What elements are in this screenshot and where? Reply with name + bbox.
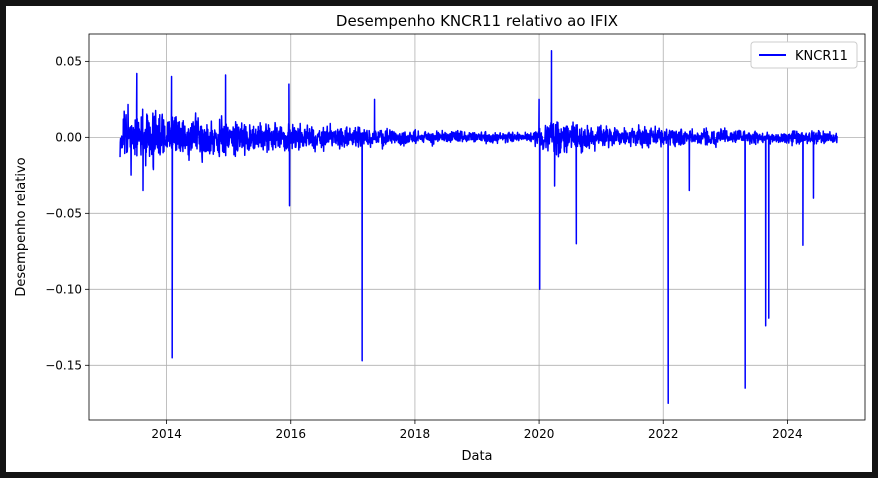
legend-label: KNCR11: [795, 49, 848, 64]
y-tick-label: 0.05: [55, 54, 82, 68]
series-layer: [119, 49, 838, 405]
gridlines: [89, 34, 865, 420]
y-tick-label: −0.05: [45, 206, 82, 220]
x-axis-label: Data: [461, 449, 492, 464]
y-tick-label: −0.15: [45, 358, 82, 372]
y-tick-label: 0.00: [55, 130, 82, 144]
legend-box: [750, 41, 858, 69]
x-tick-label: 2014: [151, 427, 182, 441]
x-tick-label: 2020: [524, 427, 555, 441]
series-line-kncr11: [119, 49, 838, 405]
x-tick-label: 2024: [772, 427, 803, 441]
legend: KNCR11: [750, 41, 858, 69]
y-axis-label: Desempenho relativo: [14, 157, 29, 296]
plot-frame: [88, 33, 866, 421]
chart-svg: 2014 2016 2018 2020 2022 2024 0.05 0.00 −0.05 −0.…: [14, 12, 866, 464]
x-tick-label: 2016: [275, 427, 306, 441]
x-tick-label: 2018: [400, 427, 431, 441]
figure: 2014 2016 2018 2020 2022 2024 0.05 0.00 −0.05 −0.…: [6, 6, 872, 472]
ticks: 2014 2016 2018 2020 2022 2024 0.05 0.00 −0.05 −0.…: [45, 54, 802, 441]
x-tick-label: 2022: [648, 427, 679, 441]
chart-title: Desempenho KNCR11 relativo ao IFIX: [336, 12, 618, 30]
y-tick-label: −0.10: [45, 282, 82, 296]
